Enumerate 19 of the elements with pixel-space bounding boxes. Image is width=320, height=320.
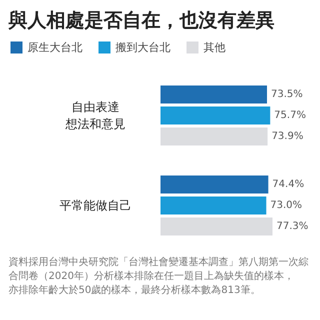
bar	[160, 218, 272, 236]
legend-label: 搬到大台北	[116, 41, 170, 54]
text: 資料採用台灣中央研究院「台灣社會變遷基本調查」第八期第一次綜合問卷（2020年）分析樣本排除在任一題目上為缺失值的樣本，亦排除年齡大於50歲的樣本，最終分析樣本數為813筆。	[8, 256, 308, 296]
legend-label: 原生大台北	[28, 41, 82, 54]
bar	[160, 128, 268, 146]
bar	[160, 196, 266, 214]
y-tick-label: 自由表達想法和意見	[64, 100, 126, 131]
data-label: 73.9%	[272, 131, 304, 142]
data-label: 74.4%	[272, 179, 304, 190]
data-label: 73.5%	[270, 89, 303, 100]
data-label: 75.7%	[274, 110, 306, 121]
bar	[160, 86, 267, 104]
data-label: 73.0%	[270, 200, 302, 211]
chart-title: 與人相處是否自在，也沒有差異	[8, 10, 274, 32]
bar	[160, 106, 270, 124]
data-label: 77.3%	[276, 221, 308, 232]
legend-label: 其他	[204, 41, 226, 54]
bar	[160, 176, 268, 194]
y-tick-label: 平常能做自己	[60, 198, 132, 212]
